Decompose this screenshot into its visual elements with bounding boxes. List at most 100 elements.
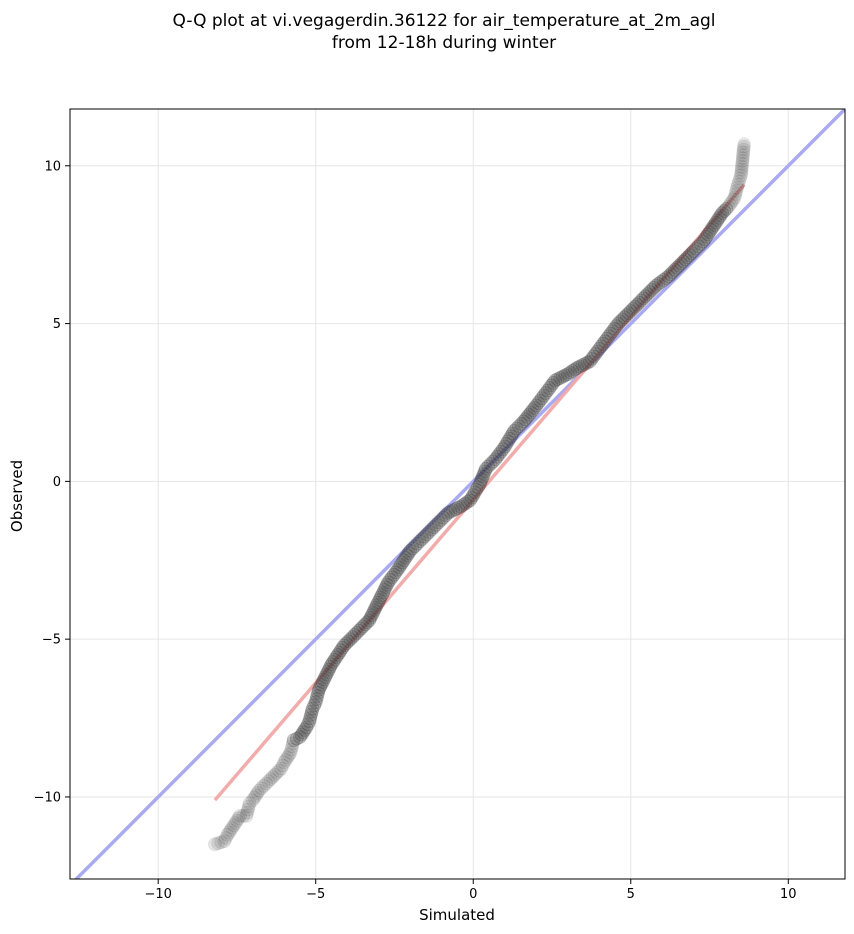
qq-point	[531, 396, 546, 411]
qq-point	[282, 748, 296, 762]
qq-point	[322, 662, 336, 677]
qq-point	[568, 362, 582, 377]
qq-point	[717, 204, 732, 218]
qq-point	[527, 400, 542, 415]
qq-point	[396, 553, 411, 568]
qq-point	[345, 630, 360, 644]
qq-point	[308, 695, 323, 710]
qq-point	[429, 517, 444, 532]
qq-point	[529, 398, 544, 413]
qq-point	[296, 725, 311, 740]
qq-point	[494, 444, 508, 459]
qq-point	[654, 274, 668, 289]
qq-point	[362, 613, 377, 628]
qq-point	[512, 419, 526, 434]
qq-point	[436, 510, 451, 525]
qq-point	[327, 652, 342, 667]
qq-point	[736, 145, 751, 160]
y-tick-label: 10	[44, 159, 61, 174]
x-axis-label: Simulated	[419, 906, 495, 924]
qq-point	[242, 796, 257, 811]
qq-point	[220, 827, 235, 842]
qq-point	[364, 608, 379, 623]
qq-point	[636, 291, 651, 306]
qq-point	[343, 632, 358, 647]
qq-point	[383, 572, 398, 587]
qq-point	[395, 555, 410, 570]
qq-point	[697, 232, 712, 247]
qq-point	[727, 190, 742, 205]
qq-point	[318, 670, 333, 684]
qq-point	[332, 645, 347, 660]
qq-point	[733, 171, 747, 186]
qq-point	[598, 334, 612, 349]
qq-point	[672, 258, 686, 273]
qq-point	[286, 733, 301, 747]
qq-point	[560, 367, 575, 382]
qq-point	[499, 437, 514, 451]
qq-point	[274, 761, 289, 776]
qq-point	[241, 802, 255, 817]
qq-point	[417, 529, 432, 544]
qq-point	[311, 685, 326, 700]
qq-point	[607, 321, 622, 336]
qq-point	[463, 493, 478, 508]
qq-point	[734, 162, 749, 177]
qq-point	[665, 265, 680, 279]
qq-point	[689, 241, 703, 256]
qq-point	[696, 234, 711, 249]
qq-point	[712, 210, 726, 225]
qq-point	[302, 714, 317, 729]
qq-point	[347, 628, 362, 642]
qq-point	[254, 781, 269, 796]
qq-point	[458, 496, 473, 511]
qq-point	[330, 648, 345, 662]
qq-point	[294, 727, 309, 742]
qq-point	[405, 541, 420, 556]
qq-point	[638, 289, 653, 304]
qq-point	[481, 459, 496, 474]
qq-point	[601, 329, 616, 344]
y-tick-label: 5	[53, 317, 61, 332]
qq-point	[582, 354, 597, 369]
qq-point	[592, 341, 607, 356]
qq-point	[223, 823, 238, 837]
qq-point	[483, 457, 498, 471]
qq-point	[594, 339, 609, 354]
qq-point	[289, 731, 304, 746]
qq-point	[630, 297, 644, 312]
qq-point	[702, 225, 717, 240]
qq-point	[376, 585, 391, 600]
qq-point	[734, 165, 749, 180]
qq-point	[408, 539, 422, 553]
qq-point	[353, 621, 368, 636]
qq-point	[525, 403, 540, 418]
plot-area	[69, 108, 846, 880]
qq-point	[536, 388, 551, 403]
qq-point	[642, 285, 657, 299]
qq-point	[283, 745, 298, 760]
qq-point	[682, 248, 697, 263]
qq-point	[300, 717, 315, 732]
qq-point	[546, 375, 561, 390]
qq-point	[707, 218, 722, 232]
qq-point	[333, 643, 348, 658]
qq-point	[656, 273, 671, 287]
chart-title: Q-Q plot at vi.vegagerdin.36122 for air_…	[172, 11, 715, 31]
qq-point	[217, 834, 232, 848]
qq-point	[524, 405, 538, 420]
qq-point	[252, 783, 266, 798]
qq-point	[371, 595, 386, 610]
qq-point	[240, 805, 255, 820]
qq-point	[415, 532, 430, 546]
qq-point	[464, 490, 479, 505]
qq-point	[285, 736, 300, 751]
qq-point	[507, 423, 522, 438]
reference-line-y-equals-x	[73, 109, 845, 879]
qq-point	[485, 454, 500, 469]
qq-point	[278, 753, 293, 767]
qq-point	[466, 488, 481, 503]
qq-point	[735, 153, 750, 168]
qq-point	[341, 634, 356, 649]
qq-point	[736, 142, 751, 157]
